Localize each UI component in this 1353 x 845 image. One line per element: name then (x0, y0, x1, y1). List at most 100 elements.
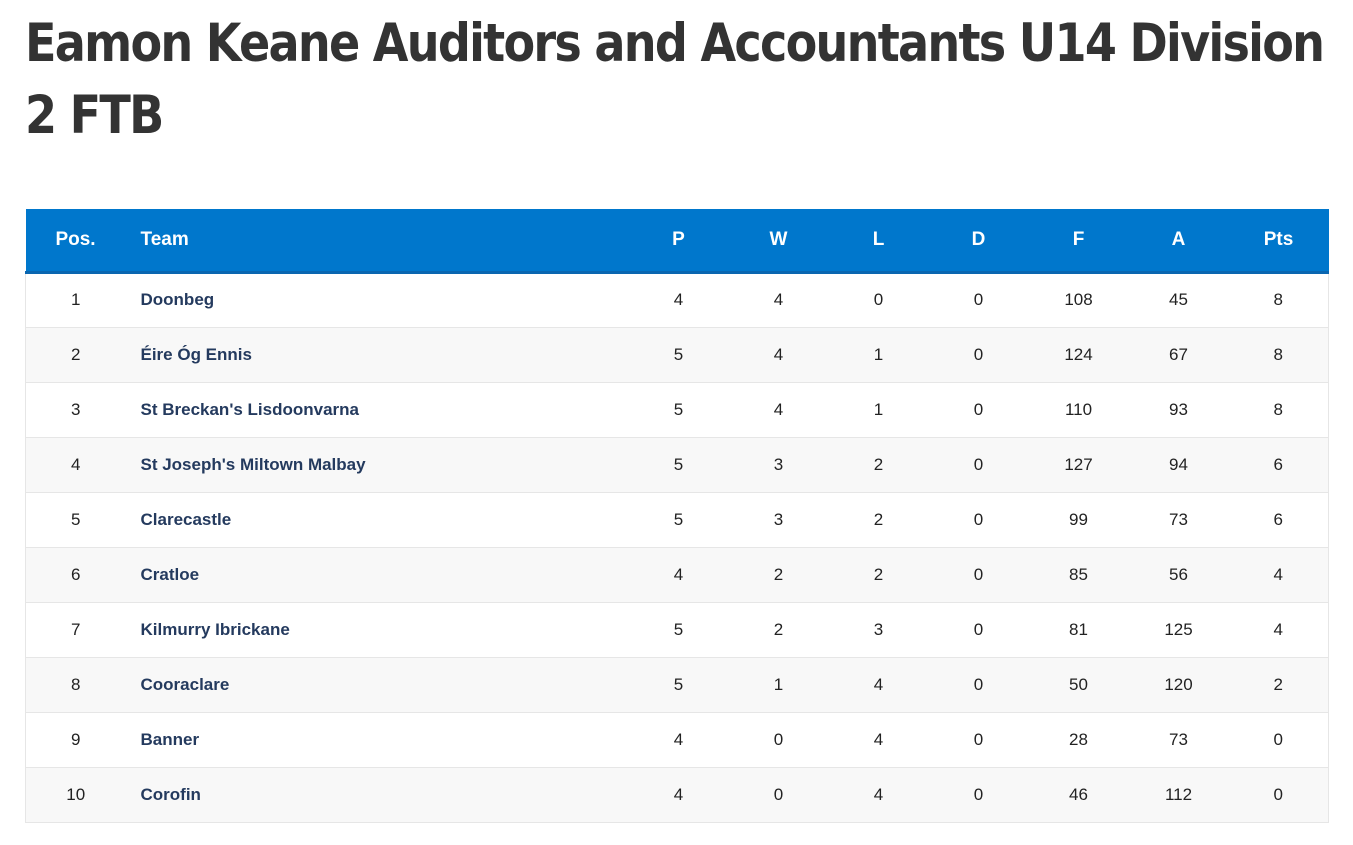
cell-against: 112 (1164, 784, 1193, 804)
cell-drawn: 0 (973, 509, 984, 529)
cell-lost: 2 (873, 564, 884, 584)
team-link[interactable]: Clarecastle (140, 509, 232, 529)
cell-played: 4 (673, 290, 684, 309)
cell-drawn: 0 (973, 729, 984, 749)
cell-played: 5 (673, 399, 684, 419)
table-row: 8 Cooraclare 5 1 4 0 50 120 2 (25, 657, 1329, 712)
cell-drawn: 0 (973, 784, 984, 804)
cell-drawn: 0 (973, 344, 984, 364)
cell-points: 6 (1228, 492, 1329, 547)
cell-played: 5 (673, 619, 684, 639)
cell-lost: 4 (873, 674, 884, 694)
table-header-row: Pos. Team P W L D F A Pts (25, 209, 1329, 274)
cell-against: 73 (1169, 729, 1188, 749)
cell-played: 4 (673, 784, 684, 804)
cell-won: 4 (773, 344, 784, 364)
table-row: 3 St Breckan's Lisdoonvarna 5 4 1 0 110 93 8 (25, 382, 1329, 437)
cell-against: 67 (1169, 344, 1188, 364)
cell-against: 93 (1169, 399, 1188, 419)
cell-against: 94 (1169, 454, 1188, 474)
cell-won: 0 (773, 784, 784, 804)
cell-against: 56 (1169, 564, 1188, 584)
table-row: 6 Cratloe 4 2 2 0 85 56 4 (25, 547, 1329, 602)
table-row: 2 Éire Óg Ennis 5 4 1 0 124 67 8 (25, 327, 1329, 382)
cell-pos: 2 (25, 327, 126, 382)
cell-played: 5 (673, 344, 684, 364)
cell-pos: 10 (25, 767, 126, 822)
table-row: 4 St Joseph's Miltown Malbay 5 3 2 0 127 94 6 (25, 437, 1329, 492)
cell-played: 5 (673, 454, 684, 474)
header-pos: Pos. (25, 209, 126, 274)
cell-won: 4 (773, 399, 784, 419)
team-link[interactable]: St Breckan's Lisdoonvarna (140, 399, 360, 419)
cell-played: 5 (673, 674, 684, 694)
cell-pos: 9 (25, 712, 126, 767)
cell-points: 6 (1228, 437, 1329, 492)
league-standings-table: Pos. Team P W L D F A Pts 1 Doonbeg 4 4 0 0 10… (25, 209, 1329, 823)
table-row: 9 Banner 4 0 4 0 28 73 0 (25, 712, 1329, 767)
cell-for: 28 (1069, 729, 1088, 749)
header-against: A (1128, 209, 1229, 274)
team-link[interactable]: Corofin (140, 784, 201, 804)
team-link[interactable]: St Joseph's Miltown Malbay (140, 454, 366, 474)
table-row: 1 Doonbeg 4 4 0 0 108 45 8 (25, 272, 1329, 327)
cell-lost: 4 (873, 729, 884, 749)
header-points: Pts (1228, 209, 1329, 274)
cell-for: 50 (1069, 674, 1088, 694)
cell-lost: 2 (873, 454, 884, 474)
cell-for: 85 (1069, 564, 1088, 584)
cell-for: 81 (1069, 619, 1088, 639)
cell-pos: 3 (25, 382, 126, 437)
cell-for: 124 (1064, 344, 1093, 364)
cell-drawn: 0 (973, 399, 984, 419)
cell-for: 99 (1069, 509, 1088, 529)
cell-won: 3 (773, 454, 784, 474)
cell-pos: 5 (25, 492, 126, 547)
team-link[interactable]: Cooraclare (140, 674, 230, 694)
header-team: Team (125, 209, 629, 274)
cell-pos: 6 (25, 547, 126, 602)
team-link[interactable]: Cratloe (140, 564, 200, 584)
cell-drawn: 0 (973, 290, 984, 309)
table-row: 5 Clarecastle 5 3 2 0 99 73 6 (25, 492, 1329, 547)
cell-won: 1 (773, 674, 784, 694)
team-link[interactable]: Éire Óg Ennis (140, 344, 252, 364)
cell-against: 45 (1169, 290, 1188, 309)
cell-lost: 1 (873, 344, 884, 364)
cell-drawn: 0 (973, 454, 984, 474)
cell-points: 4 (1228, 547, 1329, 602)
cell-won: 2 (773, 619, 784, 639)
cell-against: 120 (1164, 674, 1193, 694)
table-row: 7 Kilmurry Ibrickane 5 2 3 0 81 125 4 (25, 602, 1329, 657)
cell-drawn: 0 (973, 564, 984, 584)
cell-points: 0 (1228, 712, 1329, 767)
team-link[interactable]: Doonbeg (140, 290, 215, 309)
cell-for: 110 (1064, 399, 1093, 419)
team-link[interactable]: Kilmurry Ibrickane (140, 619, 290, 639)
cell-against: 73 (1169, 509, 1188, 529)
cell-points: 0 (1228, 767, 1329, 822)
cell-played: 5 (673, 509, 684, 529)
cell-points: 4 (1228, 602, 1329, 657)
cell-played: 4 (673, 729, 684, 749)
cell-pos: 8 (25, 657, 126, 712)
cell-points: 8 (1228, 272, 1329, 327)
header-drawn: D (928, 209, 1029, 274)
table-row: 10 Corofin 4 0 4 0 46 112 0 (25, 767, 1329, 822)
cell-drawn: 0 (973, 619, 984, 639)
header-won: W (728, 209, 829, 274)
cell-won: 0 (773, 729, 784, 749)
cell-for: 127 (1064, 454, 1093, 474)
header-for: F (1028, 209, 1129, 274)
cell-for: 46 (1069, 784, 1088, 804)
cell-lost: 0 (873, 290, 884, 309)
cell-lost: 3 (873, 619, 884, 639)
cell-pos: 4 (25, 437, 126, 492)
cell-lost: 1 (873, 399, 884, 419)
cell-points: 8 (1228, 382, 1329, 437)
team-link[interactable]: Banner (140, 729, 200, 749)
cell-played: 4 (673, 564, 684, 584)
cell-pos: 1 (25, 272, 126, 327)
header-lost: L (828, 209, 929, 274)
cell-won: 4 (773, 290, 784, 309)
